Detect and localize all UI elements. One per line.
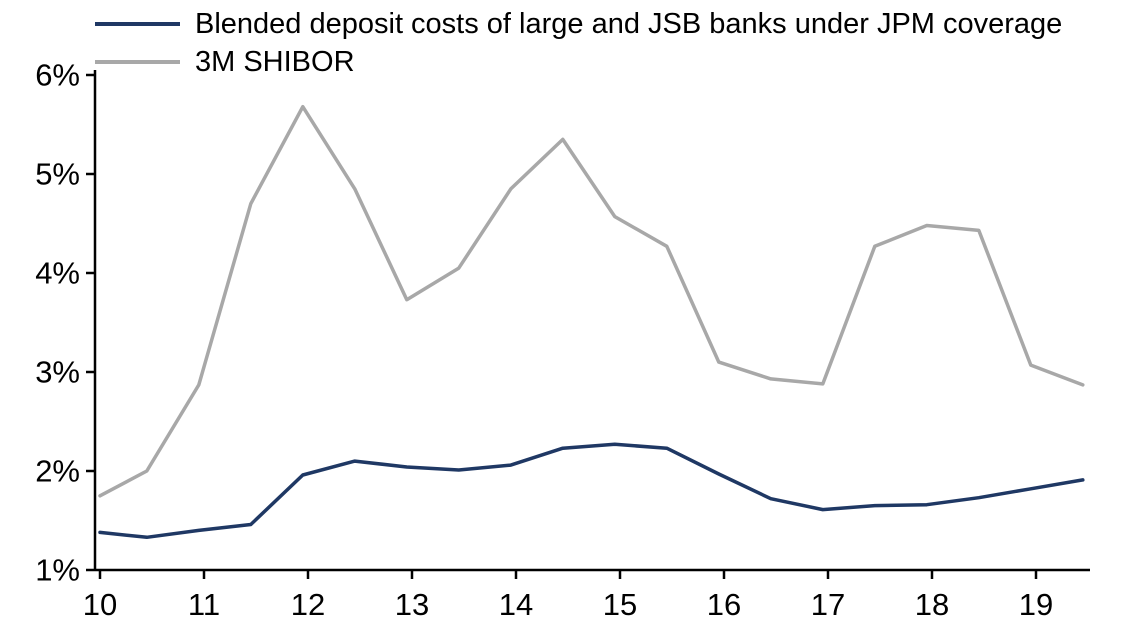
x-tick-label: 17 bbox=[811, 587, 845, 622]
x-tick-label: 15 bbox=[603, 587, 637, 622]
y-tick-label: 2% bbox=[35, 454, 80, 489]
x-tick-label: 18 bbox=[915, 587, 949, 622]
legend-line-swatch-gray bbox=[95, 60, 180, 64]
legend-label-shibor: 3M SHIBOR bbox=[195, 45, 355, 78]
y-tick-label: 6% bbox=[35, 58, 80, 93]
legend-item-shibor: 3M SHIBOR bbox=[95, 44, 1062, 80]
x-tick-label: 16 bbox=[707, 587, 741, 622]
x-tick-label: 19 bbox=[1019, 587, 1053, 622]
y-tick-label: 4% bbox=[35, 256, 80, 291]
chart-legend: Blended deposit costs of large and JSB b… bbox=[95, 6, 1062, 80]
x-tick-label: 12 bbox=[291, 587, 325, 622]
legend-label-deposit-costs: Blended deposit costs of large and JSB b… bbox=[195, 7, 1063, 40]
legend-item-deposit-costs: Blended deposit costs of large and JSB b… bbox=[95, 6, 1062, 42]
series-line-1 bbox=[98, 104, 1085, 498]
y-tick-label: 3% bbox=[35, 355, 80, 390]
y-tick-label: 1% bbox=[35, 553, 80, 588]
series-line-0 bbox=[98, 442, 1085, 540]
y-tick-label: 5% bbox=[35, 157, 80, 192]
x-tick-label: 13 bbox=[395, 587, 429, 622]
x-tick-label: 11 bbox=[188, 587, 220, 622]
legend-line-swatch-navy bbox=[95, 22, 180, 26]
x-tick-label: 14 bbox=[499, 587, 533, 622]
x-tick-label: 10 bbox=[83, 587, 117, 622]
